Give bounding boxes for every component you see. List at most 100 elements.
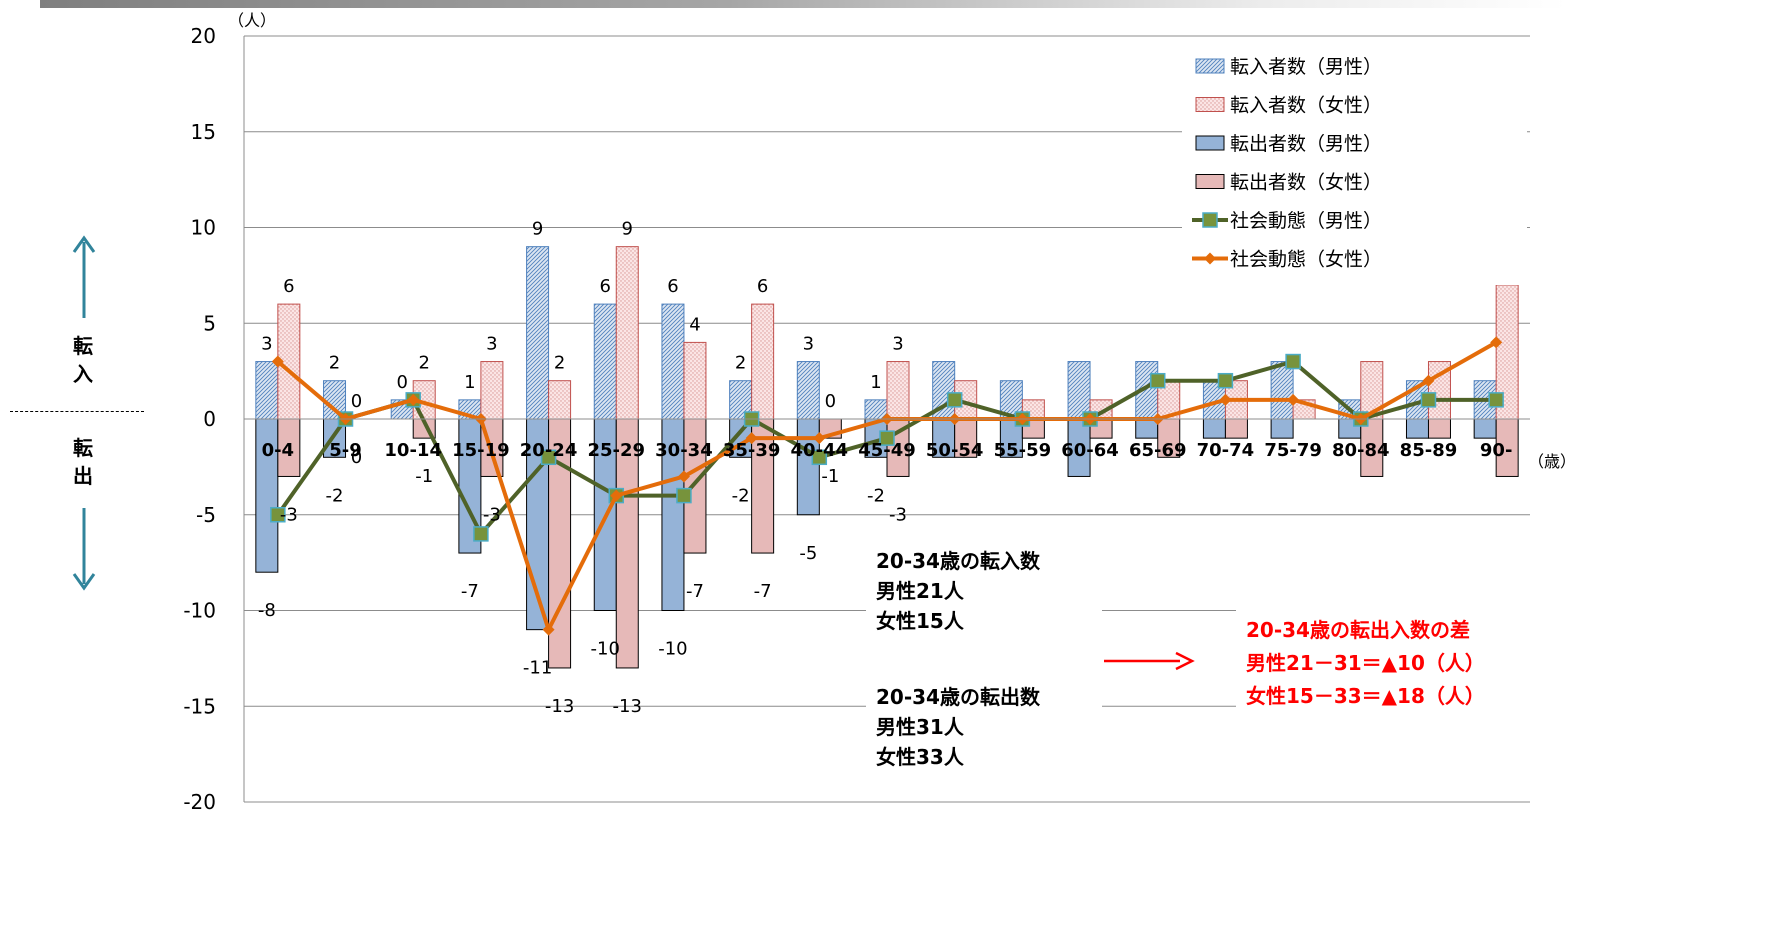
bar-solid-blue-90- [1473,418,1497,439]
marker-female [1219,393,1232,406]
y-tick-label: 15 [191,120,216,144]
x-tick-label: 15-19 [452,440,510,461]
bar-data-label: 6 [757,276,768,297]
marker-female [1287,393,1300,406]
y-unit-label: （人） [228,11,276,30]
red-arrow-head-icon [1175,651,1195,671]
x-tick-label: 85-89 [1400,440,1458,461]
x-tick-label: 45-49 [858,440,916,461]
y-tick-label: -5 [196,503,216,527]
marker-female [677,470,690,483]
note-in-count: 20-34歳の転入数 男性21人 女性15人 [876,546,1040,636]
bar-data-label: 0 [396,372,407,393]
note-in-line-1: 20-34歳の転入数 [876,549,1040,573]
marker-female [610,489,623,502]
note-in-background [866,540,1102,658]
bar-hatch-blue-0-4 [255,361,279,420]
top-header-band [40,0,1567,8]
bar-hatch-blue-75-79 [1270,361,1294,420]
bar-layer [255,246,1519,669]
bar-data-label: -13 [613,696,642,717]
legend-swatch [1195,174,1225,189]
bar-data-label: -11 [523,658,552,679]
x-tick-label: 70-74 [1197,440,1255,461]
bar-data-label: -1 [821,466,839,487]
legend-swatch [1195,97,1225,112]
x-tick-label: 35-39 [723,440,781,461]
note-out-line-2: 男性31人 [876,715,964,739]
x-tick-label: 50-54 [926,440,984,461]
x-tick-label: 60-64 [1061,440,1119,461]
bar-data-label: 9 [622,219,633,240]
marker-male [1420,392,1437,408]
down-arrow-icon [72,573,96,591]
bar-solid-pink-85-89 [1427,418,1451,439]
bar-data-label: -2 [867,485,885,506]
note-diff-line-3: 女性15－33＝▲18（人） [1246,684,1485,708]
legend-label: 社会動態（男性） [1230,210,1382,232]
bar-hatch-blue-60-64 [1067,361,1091,420]
legend-swatch [1195,135,1225,151]
bar-hatch-blue-45-49 [864,399,888,420]
marker-male [1149,372,1166,389]
x-tick-label: 20-24 [520,440,578,461]
bar-data-label: -10 [591,639,620,660]
bar-hatch-blue-25-29 [593,303,617,420]
bar-data-label: -10 [658,639,687,660]
bar-data-label: 3 [261,334,272,355]
bar-solid-blue-75-79 [1270,418,1294,439]
bar-dot-pink-35-39 [751,303,775,420]
bar-solid-blue-70-74 [1202,418,1226,439]
bar-data-label: 6 [283,276,294,297]
note-diff-background [1236,608,1530,716]
bar-data-label: -7 [754,581,772,602]
x-unit-label: （歳） [1528,452,1576,471]
legend-label: 転入者数（女性） [1230,95,1382,117]
x-tick-label: 90- [1480,440,1513,461]
bar-data-label: 3 [892,334,903,355]
y-tick-label: 0 [203,407,216,431]
marker-female [271,355,284,368]
bar-dot-pink-25-29 [615,246,639,420]
bar-data-label: 0 [825,391,836,412]
x-tick-label: 30-34 [655,440,713,461]
bar-data-label: 0 [351,391,362,412]
bar-data-label: 1 [870,372,881,393]
legend-background [1182,46,1527,285]
legend-label: 社会動態（女性） [1230,249,1382,271]
y-tick-label: -10 [183,599,216,623]
bar-data-label: 3 [803,334,814,355]
bar-data-label: 2 [554,353,565,374]
y-tick-label: -15 [183,694,216,718]
legend-swatch [1195,58,1225,74]
bar-data-label: 6 [667,276,678,297]
bar-data-label: -3 [483,504,501,525]
x-tick-label: 0-4 [262,440,295,461]
note-out-count: 20-34歳の転出数 男性31人 女性33人 [876,682,1040,772]
legend-layer: 転入者数（男性） 転入者数（女性） 転出者数（男性） 転出者数（女性） 社会動態（男性）… [1182,46,1527,285]
legend-marker-square [1202,212,1218,228]
marker-male [1217,372,1234,389]
bar-hatch-blue-30-34 [661,303,685,420]
up-arrow-icon [72,235,96,253]
y-tick-label: 10 [191,216,216,240]
note-in-line-2: 男性21人 [876,579,964,603]
bar-data-label: 2 [329,353,340,374]
bar-data-label: 0 [351,447,362,468]
legend-label: 転入者数（男性） [1230,56,1382,78]
marker-female [1422,374,1435,387]
bar-solid-blue-85-89 [1405,418,1429,439]
bar-solid-blue-65-69 [1135,418,1159,439]
bar-hatch-blue-40-44 [796,361,820,420]
side-label-out-char-2: 出 [73,464,93,488]
bar-data-label: -3 [889,504,907,525]
marker-male [946,392,963,408]
bar-data-label: 3 [486,334,497,355]
marker-female [813,432,826,445]
y-tick-label: -20 [183,790,216,814]
bar-data-label: -2 [326,485,344,506]
bar-data-label: -5 [799,543,817,564]
